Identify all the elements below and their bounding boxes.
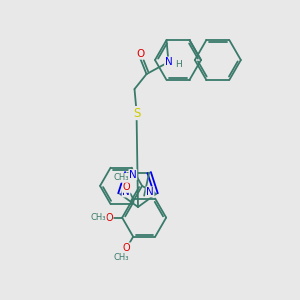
- Text: O: O: [136, 49, 145, 59]
- Text: S: S: [133, 106, 140, 120]
- Text: O: O: [123, 182, 130, 192]
- Text: N: N: [146, 187, 154, 197]
- Text: CH₃: CH₃: [113, 253, 129, 262]
- Text: N: N: [122, 187, 130, 197]
- Text: O: O: [105, 213, 113, 223]
- Text: CH₃: CH₃: [90, 213, 106, 222]
- Text: N: N: [165, 57, 172, 67]
- Text: N: N: [129, 169, 137, 180]
- Text: H: H: [175, 60, 182, 69]
- Text: O: O: [123, 243, 130, 253]
- Text: CH₃: CH₃: [113, 173, 129, 182]
